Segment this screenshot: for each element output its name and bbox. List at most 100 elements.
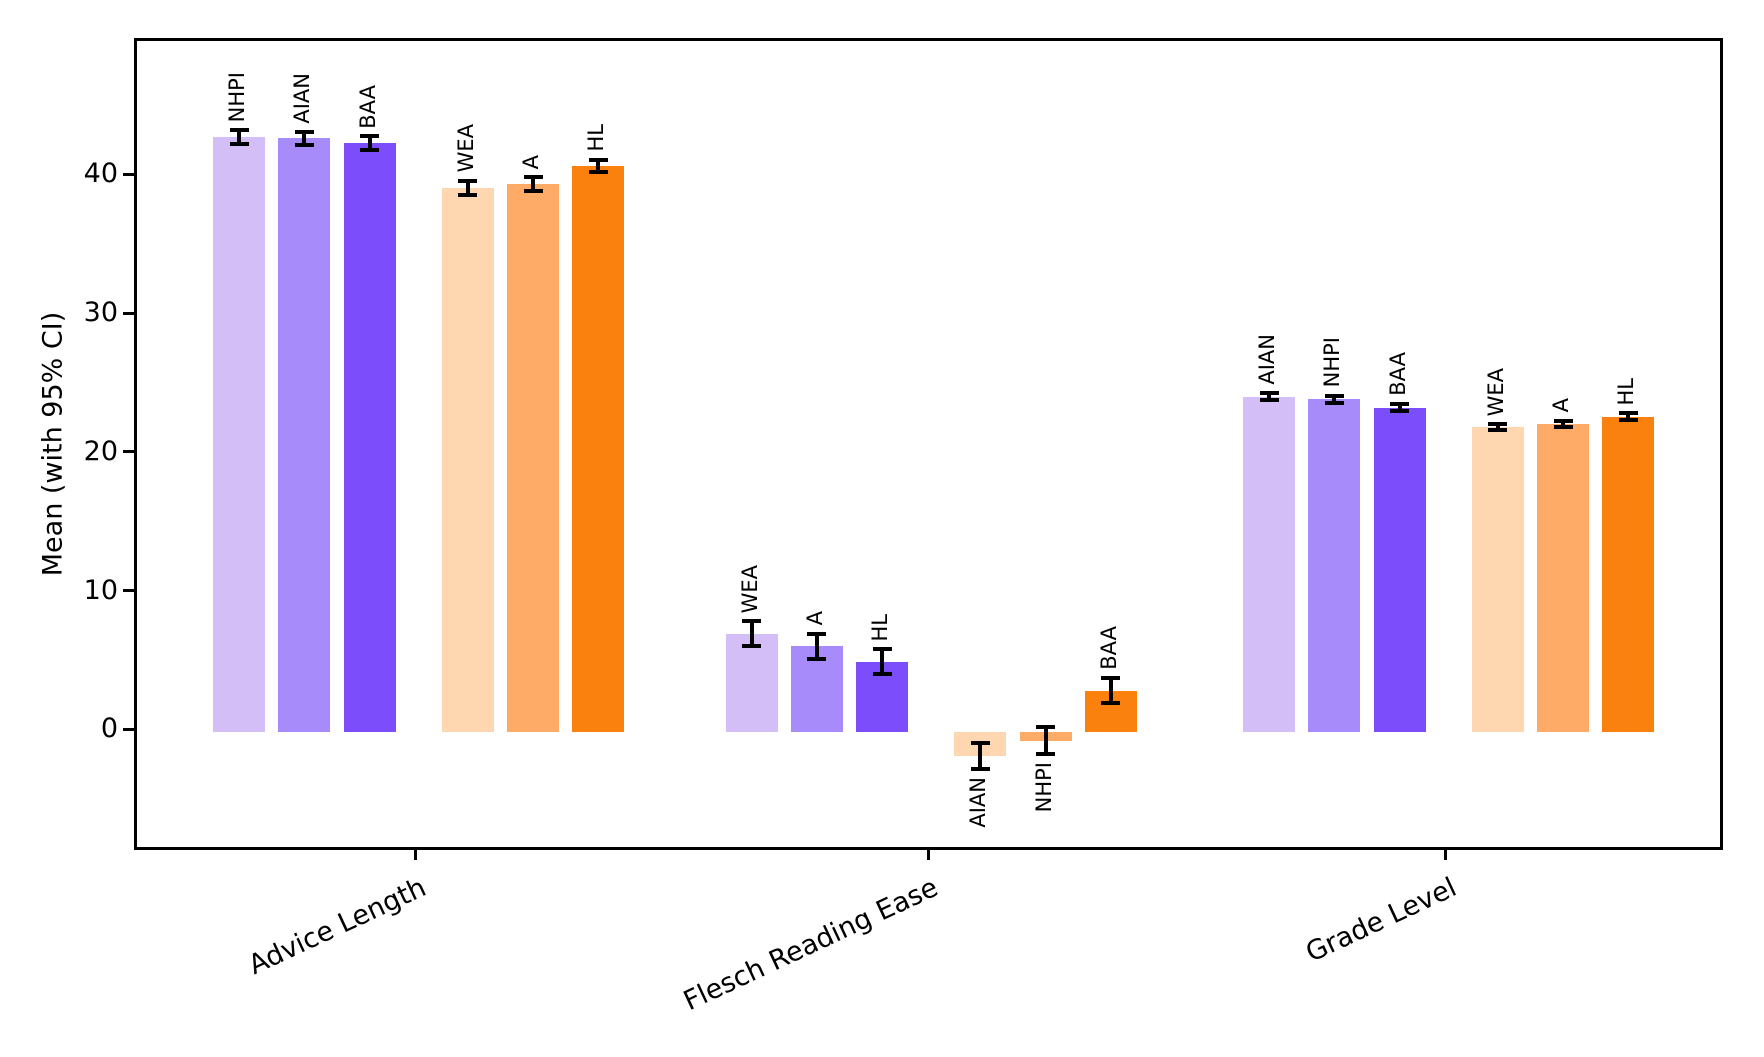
- error-bar-line: [1267, 393, 1272, 400]
- error-bar-cap-bottom: [458, 192, 477, 197]
- error-bar-cap-bottom: [1488, 428, 1508, 433]
- error-bar-line: [367, 136, 372, 151]
- x-tick-label: Flesch Reading Ease: [679, 872, 944, 1018]
- error-bar-cap-top: [523, 175, 543, 180]
- bar-label-baa: BAA: [1385, 352, 1410, 396]
- y-tick-label: 0: [100, 713, 118, 745]
- error-bar-cap-bottom: [872, 672, 892, 677]
- bar-advice-length-baa: [343, 143, 396, 733]
- y-tick-label: 20: [83, 435, 118, 467]
- error-bar-cap-top: [360, 134, 379, 139]
- bar-label-hl: HL: [1614, 377, 1639, 406]
- bar-label-wea: WEA: [737, 564, 762, 614]
- error-bar-line: [978, 742, 983, 770]
- error-bar-cap-top: [1618, 411, 1638, 416]
- error-bar-cap-top: [1488, 421, 1508, 426]
- error-bar-cap-top: [294, 129, 314, 134]
- error-bar-line: [1108, 678, 1113, 704]
- error-bar-line: [1332, 395, 1337, 404]
- bar-advice-length-wea: [441, 187, 494, 733]
- error-bar-cap-bottom: [1259, 397, 1279, 402]
- bar-label-wea: WEA: [453, 124, 478, 173]
- bar-grade-level-aian: [1243, 396, 1296, 733]
- error-bar-cap-bottom: [588, 170, 608, 175]
- y-tick-label: 10: [83, 574, 118, 606]
- bar-label-aian: AIAN: [1255, 334, 1280, 386]
- error-bar-line: [814, 633, 819, 659]
- error-bar-line: [531, 177, 535, 192]
- y-tick-label: 40: [83, 158, 118, 190]
- error-bar-cap-top: [1101, 676, 1121, 681]
- error-bar-cap-top: [970, 740, 990, 745]
- y-tick-label: 30: [83, 297, 118, 329]
- bar-advice-length-nhpi: [213, 137, 265, 733]
- error-bar-cap-top: [229, 128, 249, 133]
- bar-grade-level-nhpi: [1308, 399, 1361, 733]
- error-bar-cap-bottom: [523, 189, 543, 194]
- error-bar-cap-bottom: [1036, 751, 1056, 756]
- error-bar-line: [1043, 727, 1048, 754]
- bar-label-wea: WEA: [1483, 367, 1508, 416]
- error-bar-cap-bottom: [1101, 701, 1121, 706]
- bar-label-a: A: [519, 154, 543, 170]
- error-bar-line: [1397, 403, 1402, 412]
- error-bar-line: [237, 130, 241, 144]
- error-bar-cap-top: [872, 647, 892, 652]
- bar-label-a: A: [1549, 398, 1574, 413]
- y-axis-label: Mean (with 95% CI): [37, 311, 69, 577]
- error-bar-cap-top: [1324, 393, 1344, 398]
- x-tick-mark: [1444, 849, 1448, 860]
- error-bar-cap-top: [588, 157, 608, 162]
- error-bar-cap-bottom: [229, 142, 249, 146]
- error-bar-cap-bottom: [1618, 418, 1638, 423]
- error-bar-cap-top: [458, 178, 477, 183]
- bar-label-aian: AIAN: [966, 777, 991, 828]
- error-bar-cap-top: [807, 631, 827, 636]
- error-bar-line: [1495, 423, 1500, 431]
- error-bar-line: [880, 649, 885, 675]
- bar-advice-length-aian: [278, 138, 330, 733]
- bar-label-a: A: [802, 611, 827, 626]
- error-bar-cap-bottom: [360, 148, 379, 153]
- error-bar-cap-top: [1553, 418, 1573, 423]
- bar-label-baa: BAA: [355, 84, 380, 129]
- error-bar-cap-bottom: [294, 143, 314, 148]
- y-tick-mark: [123, 727, 134, 731]
- error-bar-cap-top: [1036, 725, 1056, 730]
- error-bar-cap-bottom: [1324, 401, 1344, 406]
- error-bar-cap-bottom: [970, 767, 990, 772]
- error-bar-cap-top: [1390, 401, 1410, 406]
- bar-label-baa: BAA: [1096, 626, 1121, 671]
- bar-grade-level-hl: [1602, 416, 1655, 733]
- error-bar-cap-top: [742, 619, 762, 624]
- error-bar-line: [465, 180, 470, 195]
- x-tick-mark: [926, 849, 930, 860]
- error-bar-cap-bottom: [742, 644, 762, 649]
- y-tick-mark: [123, 589, 134, 593]
- error-bar-line: [596, 159, 600, 173]
- bar-grade-level-a: [1537, 423, 1590, 733]
- error-bar-cap-top: [1259, 391, 1279, 396]
- x-tick-label: Grade Level: [1300, 872, 1461, 969]
- error-bar-cap-bottom: [1553, 424, 1573, 429]
- error-bar-cap-bottom: [1390, 409, 1410, 414]
- bar-flesch-reading-ease-wea: [725, 633, 778, 733]
- y-tick-mark: [123, 311, 134, 315]
- bar-label-nhpi: NHPI: [1031, 761, 1056, 813]
- bar-advice-length-a: [507, 184, 559, 733]
- x-tick-label: Advice Length: [243, 872, 431, 982]
- error-bar-line: [302, 131, 306, 146]
- plot-area: NHPI AIAN BAA WEA A HL WEA A HL AIAN NHPI BAA AIAN NH…: [134, 38, 1723, 850]
- error-bar-cap-bottom: [807, 656, 827, 661]
- bar-advice-length-hl: [572, 166, 624, 733]
- bar-label-hl: HL: [584, 124, 608, 152]
- bar-label-nhpi: NHPI: [225, 71, 249, 123]
- y-tick-mark: [123, 450, 134, 454]
- bar-grade-level-baa: [1373, 407, 1426, 733]
- bar-label-aian: AIAN: [290, 72, 314, 124]
- error-bar-line: [1561, 420, 1566, 427]
- y-tick-mark: [123, 172, 134, 176]
- bar-grade-level-wea: [1471, 427, 1524, 733]
- error-bar-line: [749, 621, 754, 647]
